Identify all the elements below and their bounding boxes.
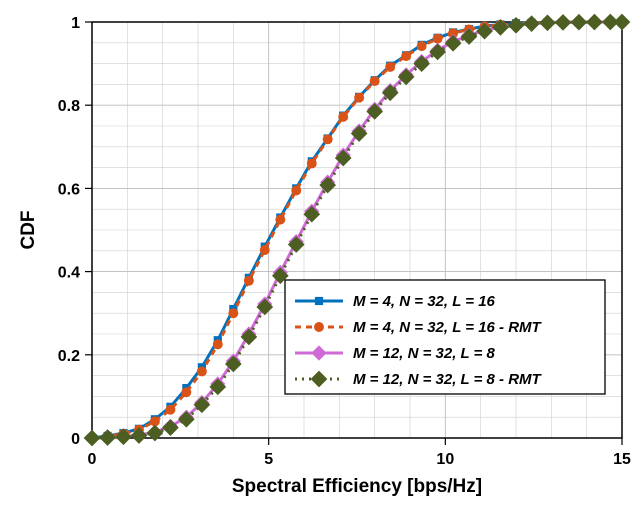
x-tick-label: 0 (88, 451, 97, 468)
legend-label: M = 12, N = 32, L = 8 - RMT (353, 371, 543, 388)
chart-container: 0 5 10 15 0 0.2 0.4 0.6 0.8 1 Spectral Efficiency … (0, 0, 640, 513)
legend-label: M = 4, N = 32, L = 16 (353, 293, 496, 310)
y-tick-label: 0.8 (58, 98, 80, 115)
legend: M = 4, N = 32, L = 16 M = 4, N = 32, L = … (285, 280, 605, 394)
y-tick-label: 0.4 (58, 265, 80, 282)
legend-label: M = 4, N = 32, L = 16 - RMT (353, 319, 543, 336)
y-tick-label: 0.6 (58, 181, 80, 198)
x-tick-label: 5 (264, 451, 273, 468)
y-tick-label: 0 (71, 431, 80, 448)
x-tick-label: 15 (613, 451, 631, 468)
y-tick-label: 0.2 (58, 348, 80, 365)
cdf-chart: 0 5 10 15 0 0.2 0.4 0.6 0.8 1 Spectral Efficiency … (0, 0, 640, 513)
legend-label: M = 12, N = 32, L = 8 (353, 345, 496, 362)
y-tick-label: 1 (71, 15, 80, 32)
x-axis-label: Spectral Efficiency [bps/Hz] (232, 476, 482, 497)
x-tick-label: 10 (436, 451, 454, 468)
y-axis-label: CDF (18, 210, 39, 249)
